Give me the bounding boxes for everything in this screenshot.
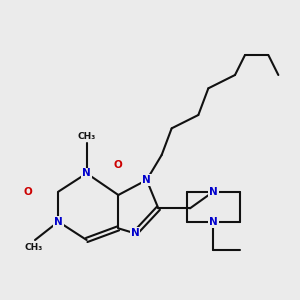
- Text: N: N: [142, 175, 151, 185]
- Text: N: N: [82, 168, 91, 178]
- Text: CH₃: CH₃: [24, 243, 43, 252]
- Text: O: O: [24, 187, 33, 197]
- Text: N: N: [130, 228, 140, 238]
- Text: N: N: [209, 217, 218, 227]
- Text: CH₃: CH₃: [77, 132, 96, 141]
- Text: N: N: [209, 187, 218, 197]
- Text: N: N: [54, 217, 63, 227]
- Text: O: O: [114, 160, 123, 170]
